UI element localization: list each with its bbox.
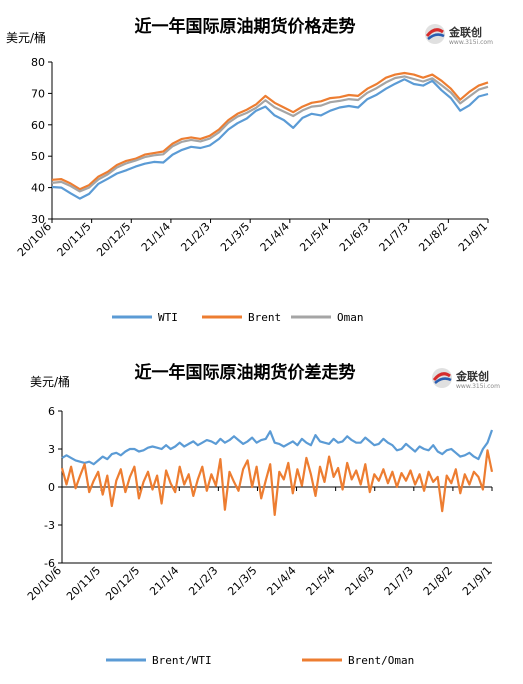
legend-label: Oman	[337, 311, 364, 324]
series-line-oman	[51, 75, 489, 193]
x-tick-label: 21/1/4	[147, 564, 181, 598]
chart2-legend: Brent/WTI Brent/Oman	[106, 654, 414, 667]
x-tick-label: 20/12/5	[94, 220, 133, 259]
y-tick-label: 50	[31, 150, 45, 163]
x-tick-label: 21/3/5	[218, 220, 252, 254]
x-tick-label: 21/7/3	[382, 564, 416, 598]
x-tick-label: 21/8/2	[421, 564, 455, 598]
x-tick-label: 21/9/1	[456, 220, 490, 254]
x-tick-label: 21/5/4	[297, 220, 331, 254]
logo-subtext: www.315i.com	[456, 383, 500, 390]
logo-text: 金联创	[448, 25, 482, 39]
x-tick-label: 20/11/5	[55, 220, 94, 259]
chart2-series	[60, 429, 494, 516]
legend-label: Brent/WTI	[152, 654, 212, 667]
chart1-axes	[51, 62, 488, 220]
x-tick-label: 21/6/3	[343, 564, 377, 598]
logo: 金联创 www.315i.com	[425, 24, 493, 46]
logo-swoosh-red-icon	[425, 28, 444, 37]
legend-label: Brent/Oman	[348, 654, 414, 667]
x-tick-label: 20/12/5	[103, 564, 142, 603]
chart1-legend: WTI Brent Oman	[112, 311, 364, 324]
y-tick-label: 30	[31, 213, 45, 226]
x-tick-label: 21/7/3	[377, 220, 411, 254]
legend-label: WTI	[158, 311, 178, 324]
x-tick-label: 21/9/1	[460, 564, 494, 598]
x-tick-label: 21/2/3	[178, 220, 212, 254]
logo-swoosh-red-icon	[432, 372, 451, 381]
series-line-brent-wti	[61, 429, 494, 466]
chart2-ylabel: 美元/桶	[30, 374, 70, 389]
chart1-title: 近一年国际原油期货价格走势	[135, 16, 356, 37]
x-tick-label: 21/6/3	[337, 220, 371, 254]
price-chart: 美元/桶 近一年国际原油期货价格走势 金联创 www.315i.com 30 40…	[6, 16, 493, 324]
chart2-x-ticks: 20/10/6 20/11/5 20/12/5 21/1/4 21/2/3 21/3/5 2…	[25, 487, 494, 603]
y-tick-label: 6	[48, 405, 55, 418]
y-tick-label: 0	[48, 481, 55, 494]
logo-text: 金联创	[455, 369, 489, 383]
logo-swoosh-blue-icon	[427, 33, 445, 40]
logo-swoosh-blue-icon	[434, 377, 452, 384]
y-tick-label: 60	[31, 119, 45, 132]
x-tick-label: 21/1/4	[139, 220, 173, 254]
x-tick-label: 21/8/2	[416, 220, 450, 254]
x-tick-label: 21/2/3	[186, 564, 220, 598]
y-tick-label: 80	[31, 56, 45, 69]
logo-subtext: www.315i.com	[449, 39, 493, 46]
series-line-brent-oman	[60, 449, 494, 516]
chart1-series	[51, 71, 489, 200]
y-tick-label: 70	[31, 87, 45, 100]
x-tick-label: 21/4/4	[264, 564, 298, 598]
x-tick-label: 21/5/4	[304, 564, 338, 598]
chart1-x-ticks: 20/10/6 20/11/5 20/12/5 21/1/4 21/2/3 21/3/5 2…	[15, 219, 490, 259]
y-tick-label: -6	[44, 557, 55, 570]
chart2-y-ticks: -6 -3 0 3 6	[44, 405, 62, 570]
y-tick-label: 3	[48, 443, 55, 456]
series-line-wti	[51, 78, 489, 200]
chart1-ylabel: 美元/桶	[6, 30, 46, 45]
x-tick-label: 21/3/5	[225, 564, 259, 598]
x-tick-label: 20/11/5	[64, 564, 103, 603]
series-line-brent	[51, 71, 489, 191]
chart2-title: 近一年国际原油期货价差走势	[135, 362, 356, 383]
legend-label: Brent	[248, 311, 281, 324]
chart1-y-ticks: 30 40 50 60 70 80	[31, 56, 52, 226]
y-tick-label: 40	[31, 182, 45, 195]
logo: 金联创 www.315i.com	[432, 368, 500, 390]
spread-chart: 美元/桶 近一年国际原油期货价差走势 金联创 www.315i.com -6 -3…	[25, 362, 500, 667]
y-tick-label: -3	[44, 519, 55, 532]
x-tick-label: 21/4/4	[258, 220, 292, 254]
